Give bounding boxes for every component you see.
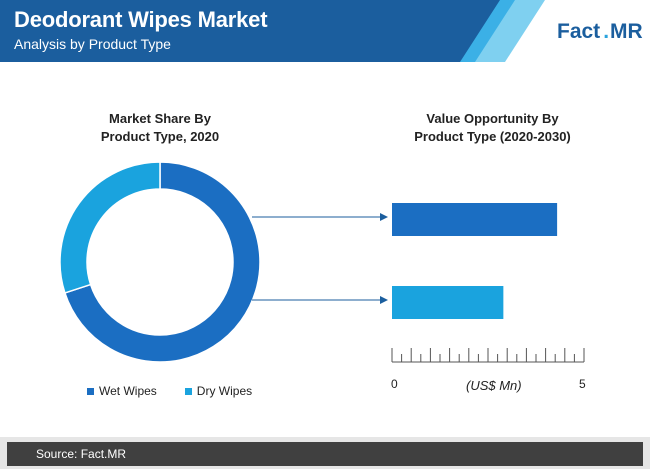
header-banner: Deodorant Wipes Market Analysis by Produ… xyxy=(0,0,650,62)
donut-title-line-1: Market Share By xyxy=(109,111,211,126)
x-tick-label-max: 5 xyxy=(579,377,586,391)
footer-bar xyxy=(7,442,643,466)
donut-title-line-2: Product Type, 2020 xyxy=(100,129,220,144)
x-axis-label: (US$ Mn) xyxy=(466,378,522,393)
source-note: Source: Fact.MR xyxy=(36,447,127,461)
legend-label-dry-wipes: Dry Wipes xyxy=(196,384,253,398)
legend-swatch-wet-wipes xyxy=(87,387,94,395)
factmr-logo: Fact . MR xyxy=(553,19,647,45)
legend-item-dry-wipes: Dry Wipes xyxy=(184,384,253,398)
connector-arrowhead-1 xyxy=(380,213,388,221)
connector-arrows xyxy=(252,213,388,304)
logo-text-mr: MR xyxy=(610,19,647,45)
logo-text-dot: . xyxy=(602,19,611,45)
donut-slice-dry-wipes xyxy=(59,161,161,294)
donut-chart xyxy=(59,161,261,363)
donut-slice-wet-wipes xyxy=(63,161,261,363)
bar-title-line-2: Product Type (2020-2030) xyxy=(414,129,571,144)
legend-label-wet-wipes: Wet Wipes xyxy=(99,384,157,398)
page-title: Deodorant Wipes Market xyxy=(14,7,268,32)
bar-chart xyxy=(392,203,558,319)
logo-text-fact: Fact xyxy=(553,19,603,45)
page-subtitle: Analysis by Product Type xyxy=(14,36,171,52)
legend-item-wet-wipes: Wet Wipes xyxy=(87,384,157,398)
bar-x-axis xyxy=(391,348,585,363)
header-graphic xyxy=(0,0,545,62)
bar-chart-title: Value Opportunity By Product Type (2020-… xyxy=(385,110,600,146)
header-banner-shape xyxy=(0,0,500,62)
connector-arrowhead-2 xyxy=(380,296,388,304)
x-tick-label-min: 0 xyxy=(391,377,398,391)
donut-chart-title: Market Share By Product Type, 2020 xyxy=(60,110,260,146)
bar-dry-wipes xyxy=(392,286,504,319)
bar-title-line-1: Value Opportunity By xyxy=(426,111,559,126)
donut-legend: Wet Wipes Dry Wipes xyxy=(87,384,252,398)
bar-wet-wipes xyxy=(392,203,558,236)
legend-swatch-dry-wipes xyxy=(184,387,192,395)
